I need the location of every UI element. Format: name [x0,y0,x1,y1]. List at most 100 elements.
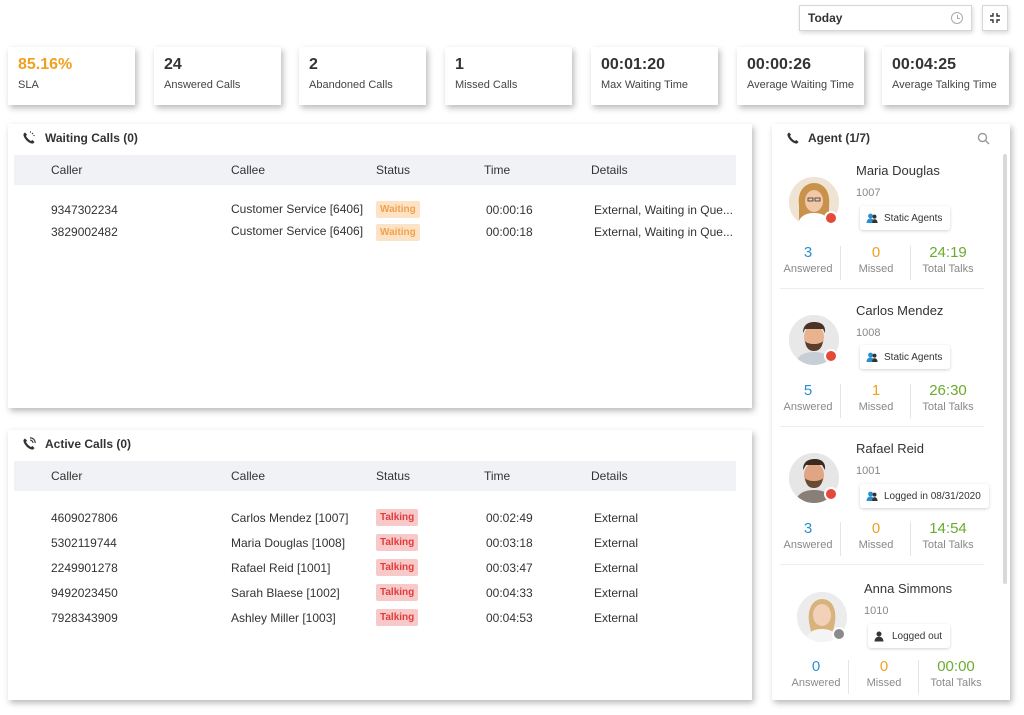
stat-card-missed-calls: 1 Missed Calls [445,47,572,105]
missed-label: Missed [866,677,902,689]
table-row[interactable]: 9347302234 Customer Service [6406] Waiti… [14,201,736,221]
phone-icon [786,131,800,145]
details-cell: External [594,536,639,550]
waiting-calls-table-header: Caller Callee Status Time Details [14,155,736,185]
stat-value: 00:04:25 [892,56,957,73]
metric-divider [840,522,841,556]
stat-label: Answered Calls [164,79,241,91]
table-row[interactable]: 2249901278 Rafael Reid [1001] Talking 00… [14,559,736,579]
status-badge: Talking [376,534,419,551]
answered-label: Answered [783,263,833,275]
callee-cell: Ashley Miller [1003] [231,611,336,625]
date-range-value: Today [808,11,843,25]
fullscreen-button[interactable] [982,5,1008,31]
time-cell: 00:02:49 [486,511,533,525]
metric-divider [840,384,841,418]
table-row[interactable]: 7928343909 Ashley Miller [1003] Talking … [14,609,736,629]
details-cell: External [594,586,639,600]
metric-divider [910,522,911,556]
caller-cell: 7928343909 [51,611,118,625]
caller-cell: 9492023450 [51,586,118,600]
metric-divider [840,246,841,280]
agent-name: Rafael Reid [856,441,924,456]
agent-card[interactable]: Maria Douglas 1007 Static Agents 3 Answe… [772,154,1000,292]
total-talks-label: Total Talks [922,539,974,551]
answered-count: 3 [803,520,813,537]
missed-count: 0 [871,520,881,537]
agent-group-icon [866,213,878,224]
stat-card-average-waiting-time: 00:00:26 Average Waiting Time [737,47,864,105]
caller-cell: 4609027806 [51,511,118,525]
fullscreen-icon [990,13,1000,23]
stat-card-max-waiting-time: 00:01:20 Max Waiting Time [591,47,718,105]
answered-label: Answered [791,677,841,689]
agent-card[interactable]: Rafael Reid 1001 Logged in 08/31/2020 3 … [772,430,1000,568]
table-row[interactable]: 4609027806 Carlos Mendez [1007] Talking … [14,509,736,529]
status-badge: Talking [376,559,419,576]
agent-extension: 1001 [856,465,881,477]
missed-metric: 0 Missed [848,520,904,551]
agent-name: Maria Douglas [856,163,940,178]
agent-extension: 1010 [864,605,889,617]
agent-panel: Agent (1/7) Maria Douglas 1007 Static Ag… [772,124,1010,700]
status-indicator [824,487,838,501]
stat-card-sla: 85.16% SLA [8,47,135,105]
phone-waiting-icon [22,131,36,145]
time-cell: 00:04:33 [486,586,533,600]
answered-metric: 5 Answered [780,382,836,413]
stat-label: Abandoned Calls [309,79,393,91]
agent-list-scrollbar[interactable] [1003,154,1007,584]
callee-cell: Maria Douglas [1008] [231,536,346,550]
agent-group-icon [866,491,878,502]
answered-count: 3 [803,244,813,261]
agent-tag-text: Static Agents [884,212,943,224]
agent-card[interactable]: Carlos Mendez 1008 Static Agents 5 Answe… [772,292,1000,430]
column-header-status: Status [376,469,411,483]
stat-card-abandoned-calls: 2 Abandoned Calls [299,47,426,105]
column-header-status: Status [376,163,411,177]
metric-divider [910,384,911,418]
active-calls-table-header: Caller Callee Status Time Details [14,461,736,491]
callee-cell: Sarah Blaese [1002] [231,586,340,600]
clock-icon [951,12,963,24]
missed-count: 0 [879,658,889,675]
column-header-caller: Caller [51,469,83,483]
time-cell: 00:04:53 [486,611,533,625]
table-row[interactable]: 5302119744 Maria Douglas [1008] Talking … [14,534,736,554]
caller-cell: 9347302234 [51,203,118,217]
agent-name: Carlos Mendez [856,303,944,318]
column-header-time: Time [484,163,511,177]
agent-status-tag: Logged in 08/31/2020 [860,484,989,508]
details-cell: External [594,611,639,625]
answered-metric: 3 Answered [780,520,836,551]
answered-count: 0 [811,658,821,675]
agent-divider [780,288,984,289]
table-row[interactable]: 3829002482 Customer Service [6406] Waiti… [14,224,736,244]
agent-group-icon [866,352,878,363]
stat-value: 00:00:26 [747,56,812,73]
active-calls-title-text: Active Calls (0) [45,437,132,451]
agent-name: Anna Simmons [864,581,953,596]
stat-label: Missed Calls [455,79,518,91]
date-range-select[interactable]: Today [799,5,972,31]
table-row[interactable]: 9492023450 Sarah Blaese [1002] Talking 0… [14,584,736,604]
total-talks-metric: 24:19 Total Talks [912,244,984,275]
column-header-caller: Caller [51,163,83,177]
total-talks-label: Total Talks [922,401,974,413]
missed-label: Missed [858,263,894,275]
agent-divider [780,426,984,427]
status-badge: Talking [376,609,419,626]
agent-extension: 1008 [856,327,881,339]
agent-card[interactable]: Anna Simmons 1010 Logged out 0 Answered … [772,568,1000,700]
total-talks-metric: 26:30 Total Talks [912,382,984,413]
search-icon[interactable] [977,132,990,150]
agent-divider [780,564,984,565]
waiting-calls-title-text: Waiting Calls (0) [45,131,138,145]
callee-cell: Customer Service [6406] [231,202,364,216]
stat-label: Max Waiting Time [601,79,689,91]
status-indicator [824,349,838,363]
answered-label: Answered [783,401,833,413]
caller-cell: 3829002482 [51,225,118,239]
time-cell: 00:03:18 [486,536,533,550]
answered-metric: 3 Answered [780,244,836,275]
